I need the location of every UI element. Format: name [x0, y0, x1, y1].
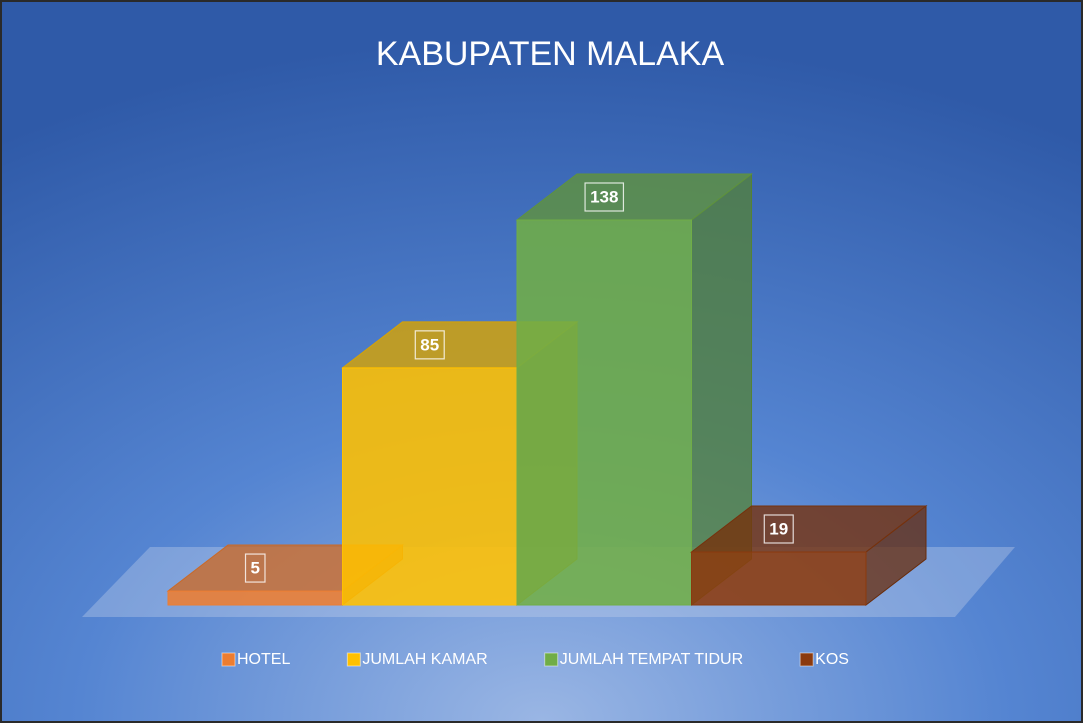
- bar: [342, 367, 518, 606]
- data-label-box: [584, 182, 625, 212]
- legend-label: JUMLAH TEMPAT TIDUR: [560, 651, 743, 668]
- data-label: 138: [590, 187, 618, 206]
- data-label-box: [244, 553, 266, 583]
- data-label-box: [414, 330, 445, 360]
- data-label: 85: [420, 335, 439, 354]
- legend-label: JUMLAH KAMAR: [362, 651, 487, 668]
- legend-swatch: [544, 652, 559, 667]
- chart-title: KABUPATEN MALAKA: [376, 35, 725, 73]
- data-label: 5: [251, 559, 260, 578]
- bar: [167, 590, 343, 606]
- legend-swatch: [799, 652, 814, 667]
- bar: [691, 551, 867, 606]
- legend-label: HOTEL: [237, 651, 290, 668]
- legend-swatch: [346, 652, 361, 667]
- legend-swatch: [221, 652, 236, 667]
- data-label-box: [763, 514, 794, 544]
- legend-label: KOS: [815, 651, 849, 668]
- data-label: 19: [769, 519, 788, 538]
- bar: [516, 219, 692, 606]
